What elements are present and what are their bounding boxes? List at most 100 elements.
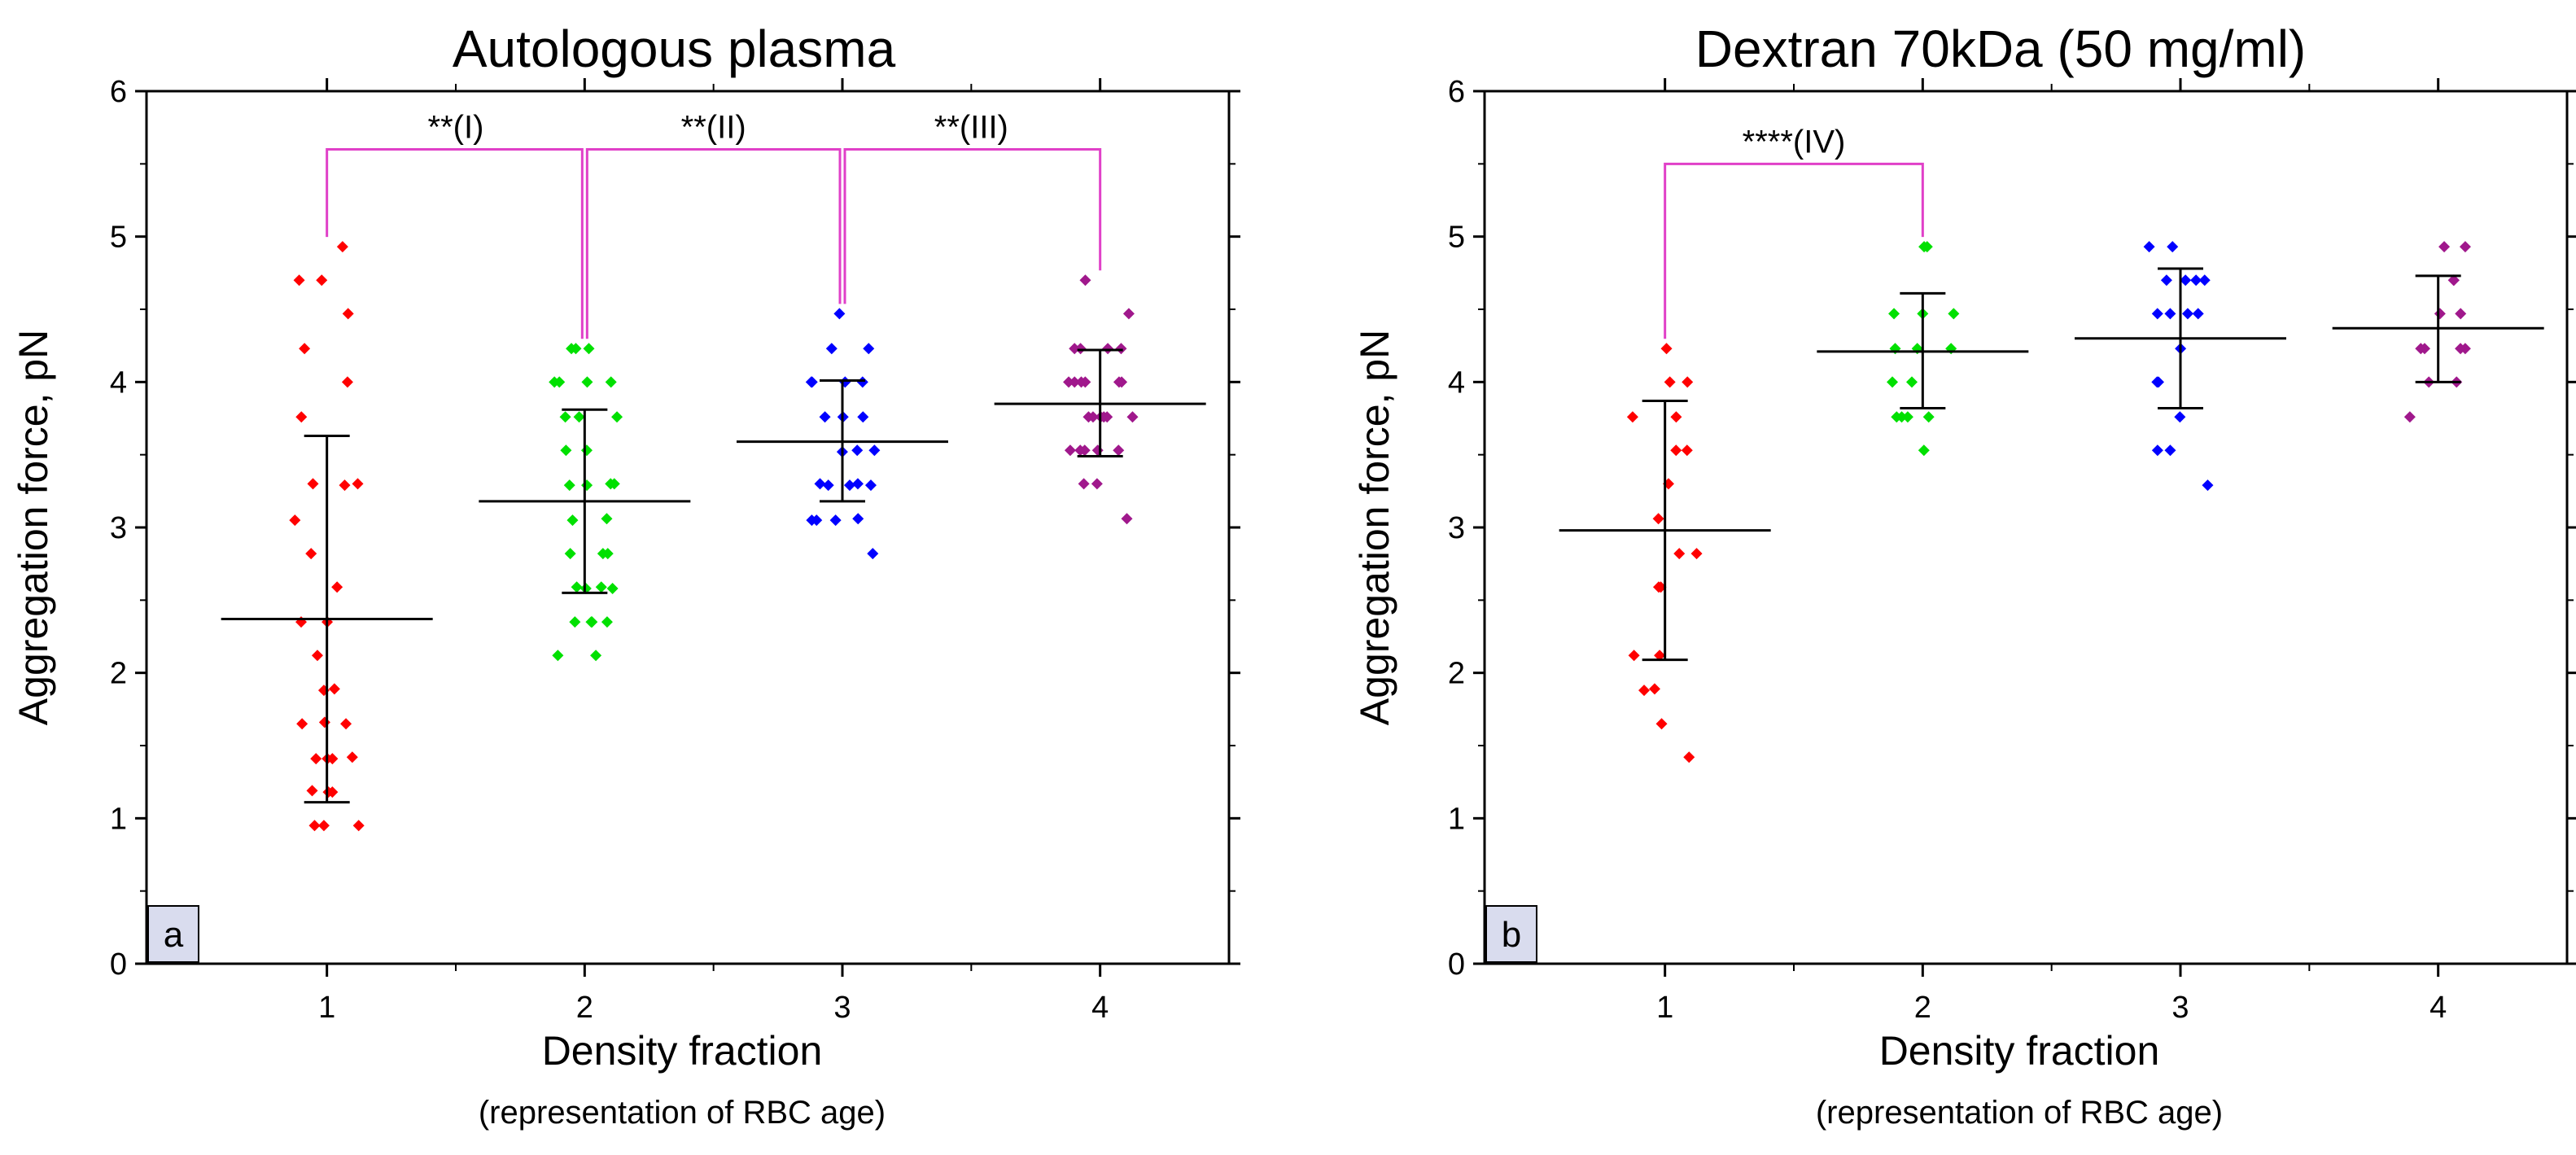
data-point	[289, 514, 301, 527]
data-point	[1654, 650, 1666, 662]
data-point	[2190, 274, 2202, 287]
x-tick-label: 1	[1656, 991, 1673, 1025]
panel-tag-box: b	[1485, 905, 1537, 963]
x-axis-label: Density fraction	[542, 1028, 823, 1074]
data-point	[299, 343, 311, 355]
data-point	[326, 753, 339, 765]
data-point	[851, 444, 864, 457]
data-point	[2164, 444, 2176, 457]
data-point	[867, 548, 879, 560]
y-tick-label: 4	[1448, 365, 1465, 400]
data-point	[1891, 411, 1903, 423]
data-point	[310, 753, 322, 765]
series-1	[221, 241, 433, 832]
series-2	[479, 343, 691, 662]
data-point	[339, 479, 351, 492]
panel-tag-background	[1485, 905, 1537, 963]
data-point	[601, 616, 613, 628]
data-point	[322, 786, 335, 798]
data-point	[814, 478, 826, 490]
data-point	[2447, 274, 2460, 287]
data-point	[2180, 274, 2192, 287]
data-point	[1670, 444, 1682, 457]
significance-label: **(III)	[934, 109, 1008, 145]
data-point	[2419, 343, 2431, 355]
data-point	[605, 376, 617, 388]
data-point	[852, 513, 864, 525]
data-point	[1683, 751, 1695, 763]
panel-tag-box: a	[147, 905, 199, 963]
series-4	[994, 274, 1206, 525]
data-point	[549, 376, 561, 388]
y-tick-label: 5	[1448, 221, 1465, 255]
significance-bracket	[1664, 162, 1924, 339]
data-point	[1115, 343, 1127, 355]
data-point	[293, 274, 305, 287]
y-tick-label: 5	[110, 221, 127, 255]
y-axis-label: Aggregation force, pN	[11, 330, 56, 725]
data-point	[1681, 444, 1693, 457]
data-point	[1082, 411, 1095, 423]
data-point	[829, 514, 842, 527]
data-point	[1091, 478, 1103, 490]
data-point	[1673, 548, 1686, 560]
data-point	[825, 343, 838, 355]
data-point	[863, 343, 875, 355]
data-point	[1113, 444, 1125, 457]
y-tick-label: 0	[1448, 947, 1465, 982]
data-point	[805, 376, 817, 388]
x-axis: 1 2 3 4	[318, 78, 1109, 1025]
data-point	[341, 376, 353, 388]
data-point	[1074, 343, 1087, 355]
data-point	[1063, 376, 1075, 388]
data-point	[352, 478, 364, 490]
data-point	[585, 616, 597, 628]
data-point	[581, 376, 593, 388]
y-axis: 0 1 2 3 4 5 6	[1448, 75, 2576, 982]
data-point	[851, 478, 864, 490]
data-point	[1655, 581, 1667, 593]
data-point	[597, 548, 609, 560]
significance-bracket	[843, 147, 1102, 304]
data-point	[318, 716, 330, 728]
data-point	[611, 411, 623, 423]
data-point	[1652, 513, 1664, 525]
y-tick-label: 6	[110, 75, 127, 109]
data-point	[306, 785, 318, 797]
x-axis-sublabel: (representation of RBC age)	[479, 1095, 886, 1131]
data-point	[564, 548, 576, 560]
data-point	[1648, 683, 1660, 695]
y-tick-label: 1	[1448, 802, 1465, 836]
data-point	[2438, 241, 2451, 253]
data-point	[579, 583, 592, 595]
y-tick-label: 2	[110, 657, 127, 691]
data-point	[2455, 308, 2467, 320]
y-tick-label: 2	[1448, 657, 1465, 691]
data-point	[566, 343, 578, 355]
data-point	[1121, 513, 1133, 525]
series-3	[2075, 241, 2286, 492]
data-point	[601, 513, 613, 525]
data-point	[1921, 241, 1933, 253]
y-tick-label: 6	[1448, 75, 1465, 109]
data-point	[606, 583, 619, 595]
data-point	[316, 274, 328, 287]
data-point	[2202, 479, 2214, 492]
data-point	[1655, 718, 1668, 730]
series-3	[737, 308, 948, 560]
data-point	[1626, 411, 1638, 423]
data-point	[1116, 376, 1128, 388]
y-tick-label: 1	[110, 802, 127, 836]
data-point	[2181, 308, 2193, 320]
data-point	[1660, 343, 1673, 355]
data-point	[1682, 376, 1694, 388]
data-point	[1075, 376, 1087, 388]
data-point	[1901, 411, 1913, 423]
data-point	[559, 411, 571, 423]
data-point	[1922, 411, 1935, 423]
data-point	[552, 650, 564, 662]
data-point	[1638, 685, 1651, 697]
data-point	[811, 514, 823, 527]
